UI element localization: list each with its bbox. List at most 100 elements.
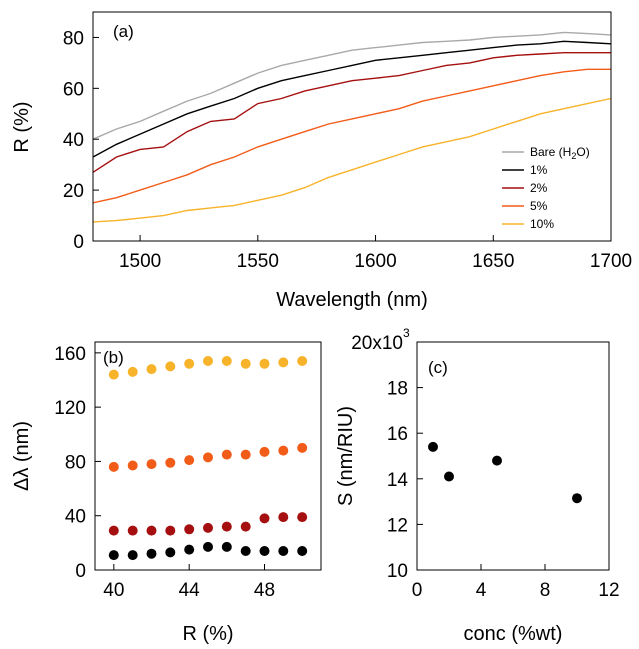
- panel-b-ytick-label: 80: [65, 452, 86, 473]
- panel-b-ylabel: Δλ (nm): [11, 421, 33, 491]
- panel-b-points: [108, 356, 308, 561]
- scatter-point-b-0: [108, 550, 119, 561]
- scatter-point-b-1: [184, 524, 195, 535]
- legend-label-4: 10%: [530, 217, 554, 231]
- panel-b-ticks: 40 44 48 0 40 80 120 160: [54, 344, 275, 601]
- panel-b-frame: [94, 341, 322, 571]
- panel-c-ytick-label: 18: [387, 379, 408, 400]
- panel-b-ytick-label: 0: [75, 561, 86, 582]
- panel-c: 0 4 8 12 10 12 14 16 18 20x10 3 (c) conc (%wt) S (…: [335, 326, 620, 645]
- panel-a-label: (a): [113, 22, 134, 41]
- scatter-point-c: [428, 441, 438, 452]
- scatter-point-b-1: [146, 525, 157, 536]
- scatter-point-b-0: [203, 541, 213, 552]
- panel-a-lines: [92, 31, 612, 223]
- scatter-point-b-1: [259, 513, 270, 524]
- panel-c-ytick-label: 16: [387, 424, 408, 445]
- scatter-point-b-2: [297, 442, 308, 453]
- panel-a-xtick-label: 1500: [119, 251, 161, 272]
- series-line-4: [92, 97, 612, 223]
- scatter-point-b-1: [221, 521, 232, 532]
- panel-a: 1500 1550 1600 1650 1700 0 20 40 60 80 (a) Wavele…: [11, 11, 632, 311]
- scatter-point-b-1: [108, 525, 119, 536]
- scatter-point-b-2: [165, 457, 176, 468]
- panel-b-ytick-label: 120: [54, 398, 86, 419]
- series-line-3: [92, 68, 611, 204]
- scatter-point-b-3: [221, 356, 232, 366]
- panel-c-points: [428, 441, 582, 504]
- scatter-point-b-0: [165, 547, 176, 558]
- scatter-point-b-3: [184, 358, 195, 369]
- scatter-point-b-1: [203, 522, 213, 533]
- legend-label-rest: O): [576, 145, 589, 159]
- scatter-point-b-2: [108, 461, 119, 472]
- panel-a-ticks: 1500 1550 1600 1650 1700 0 20 40 60 80: [63, 28, 632, 272]
- scatter-point-b-0: [184, 544, 195, 555]
- scatter-point-b-2: [127, 460, 138, 471]
- panel-a-xtick-label: 1550: [237, 251, 279, 272]
- panel-c-label: (c): [428, 358, 448, 377]
- scatter-point-b-0: [297, 546, 308, 556]
- panel-b-xtick-label: 44: [179, 580, 201, 601]
- series-line-2: [92, 52, 611, 173]
- panel-c-ytick-exponent: 3: [403, 326, 410, 340]
- panel-c-ytick-label: 14: [387, 470, 409, 491]
- panel-b: 40 44 48 0 40 80 120 160 (b) R (%) Δλ (nm): [11, 341, 322, 645]
- panel-a-ytick-label: 40: [63, 130, 84, 151]
- scatter-point-b-1: [165, 525, 176, 536]
- legend-label-2: 2%: [530, 181, 548, 195]
- panel-c-ylabel: S (nm/RIU): [335, 406, 357, 506]
- panel-c-ytick-top-label: 20x10: [351, 333, 403, 354]
- panel-b-ytick-label: 160: [54, 344, 86, 365]
- panel-c-xtick-label: 0: [412, 580, 423, 601]
- scatter-point-b-3: [259, 358, 270, 369]
- scatter-point-b-2: [259, 446, 270, 457]
- scatter-point-b-2: [278, 445, 289, 456]
- series-line-1: [92, 40, 612, 158]
- panel-b-label: (b): [103, 348, 124, 367]
- scatter-point-b-3: [127, 366, 138, 377]
- legend-label-0: Bare (H2O): [530, 145, 590, 161]
- series-line-0: [92, 31, 612, 140]
- panel-a-xlabel: Wavelength (nm): [276, 289, 428, 311]
- legend-label-1: 1%: [530, 163, 548, 177]
- scatter-point-b-0: [278, 546, 289, 556]
- panel-a-xtick-label: 1650: [472, 251, 514, 272]
- scatter-point-b-1: [127, 525, 138, 536]
- scatter-point-c: [444, 471, 454, 482]
- scatter-point-b-0: [127, 550, 138, 561]
- panel-b-xlabel: R (%): [182, 623, 233, 645]
- panel-c-xlabel: conc (%wt): [464, 623, 563, 645]
- scatter-point-b-2: [203, 452, 213, 463]
- scatter-point-b-2: [240, 449, 251, 460]
- scatter-point-b-3: [203, 356, 213, 366]
- panel-a-ytick-label: 20: [63, 181, 84, 202]
- scatter-point-b-0: [146, 548, 157, 559]
- legend-subscript: 2: [571, 151, 576, 161]
- legend-label-3: 5%: [530, 199, 548, 213]
- scatter-point-b-0: [221, 541, 232, 552]
- scatter-point-b-2: [221, 449, 232, 460]
- panel-b-ytick-label: 40: [65, 507, 86, 528]
- panel-c-ytick-label: 12: [387, 515, 408, 536]
- panel-a-xtick-label: 1700: [590, 251, 632, 272]
- scatter-point-b-3: [240, 358, 251, 369]
- scatter-point-b-3: [297, 356, 308, 366]
- panel-c-ticks: 0 4 8 12 10 12 14 16 18 20x10 3: [351, 326, 619, 601]
- panel-a-frame: [92, 11, 612, 242]
- panel-a-ytick-label: 80: [63, 28, 84, 49]
- panel-a-ytick-label: 60: [63, 79, 84, 100]
- scatter-point-c: [572, 493, 582, 504]
- scatter-point-b-3: [278, 357, 289, 368]
- scatter-point-b-2: [146, 459, 157, 470]
- scatter-point-c: [492, 455, 502, 466]
- scatter-point-b-0: [240, 546, 251, 556]
- panel-a-legend: Bare (H2O) 1% 2% 5% 10%: [502, 145, 590, 231]
- panel-c-ytick-label: 10: [387, 561, 408, 582]
- scatter-point-b-1: [297, 512, 308, 523]
- scatter-point-b-1: [240, 521, 251, 532]
- panel-a-xtick-label: 1600: [354, 251, 396, 272]
- panel-b-xtick-label: 40: [103, 580, 124, 601]
- scatter-point-b-3: [108, 369, 119, 380]
